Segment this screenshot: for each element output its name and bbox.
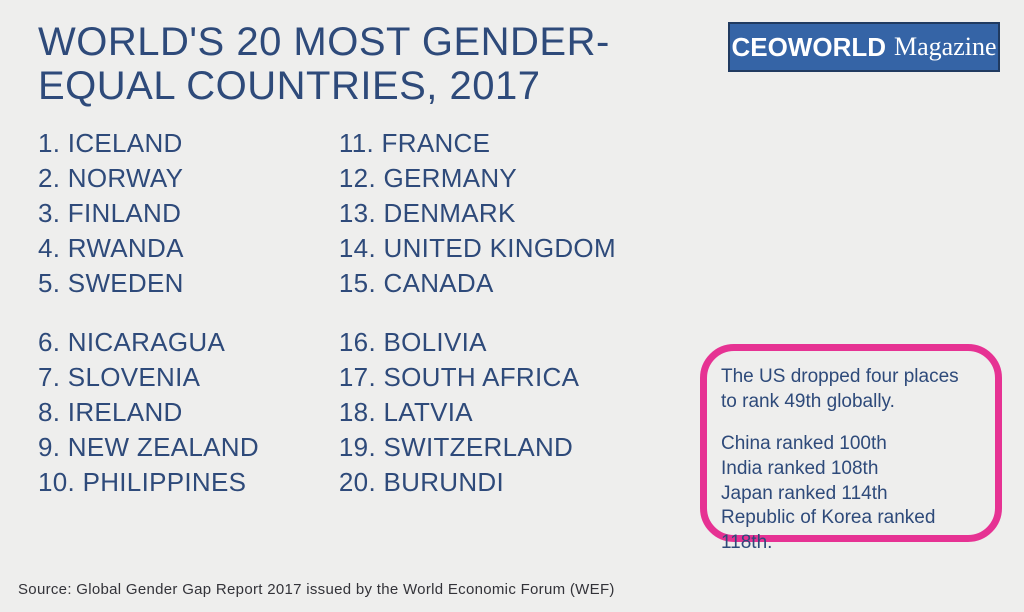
column-1: 1. ICELAND 2. NORWAY 3. FINLAND 4. RWAND… bbox=[38, 128, 259, 498]
callout-line: China ranked 100th bbox=[721, 432, 985, 457]
callout-line: India ranked 108th bbox=[721, 457, 985, 482]
callout-line: Japan ranked 114th bbox=[721, 482, 985, 507]
list-item: 13. DENMARK bbox=[339, 198, 616, 229]
list-item: 15. CANADA bbox=[339, 268, 616, 299]
list-item: 1. ICELAND bbox=[38, 128, 259, 159]
list-item: 14. UNITED KINGDOM bbox=[339, 233, 616, 264]
logo-thin-text: Magazine bbox=[894, 32, 997, 62]
list-item: 3. FINLAND bbox=[38, 198, 259, 229]
page-title: WORLD'S 20 MOST GENDER-EQUAL COUNTRIES, … bbox=[38, 20, 678, 108]
block-gap bbox=[339, 303, 616, 323]
callout-gap bbox=[721, 414, 985, 432]
block-gap bbox=[38, 303, 259, 323]
list-item: 11. FRANCE bbox=[339, 128, 616, 159]
list-item: 12. GERMANY bbox=[339, 163, 616, 194]
list-item: 10. PHILIPPINES bbox=[38, 467, 259, 498]
logo-badge: CEOWORLD Magazine bbox=[728, 22, 1000, 72]
list-item: 2. NORWAY bbox=[38, 163, 259, 194]
highlight-callout: The US dropped four places to rank 49th … bbox=[700, 344, 1002, 542]
column-2: 11. FRANCE 12. GERMANY 13. DENMARK 14. U… bbox=[339, 128, 616, 498]
list-item: 7. SLOVENIA bbox=[38, 362, 259, 393]
source-text: Source: Global Gender Gap Report 2017 is… bbox=[18, 581, 615, 598]
list-item: 5. SWEDEN bbox=[38, 268, 259, 299]
list-item: 16. BOLIVIA bbox=[339, 327, 616, 358]
callout-line: to rank 49th globally. bbox=[721, 390, 985, 415]
list-item: 20. BURUNDI bbox=[339, 467, 616, 498]
callout-line: The US dropped four places bbox=[721, 365, 985, 390]
callout-line: Republic of Korea ranked 118th. bbox=[721, 506, 985, 555]
list-item: 19. SWITZERLAND bbox=[339, 432, 616, 463]
list-item: 6. NICARAGUA bbox=[38, 327, 259, 358]
ranking-columns: 1. ICELAND 2. NORWAY 3. FINLAND 4. RWAND… bbox=[38, 128, 616, 498]
list-item: 8. IRELAND bbox=[38, 397, 259, 428]
list-item: 9. NEW ZEALAND bbox=[38, 432, 259, 463]
list-item: 18. LATVIA bbox=[339, 397, 616, 428]
logo-bold-text: CEOWORLD bbox=[731, 32, 886, 63]
list-item: 17. SOUTH AFRICA bbox=[339, 362, 616, 393]
list-item: 4. RWANDA bbox=[38, 233, 259, 264]
